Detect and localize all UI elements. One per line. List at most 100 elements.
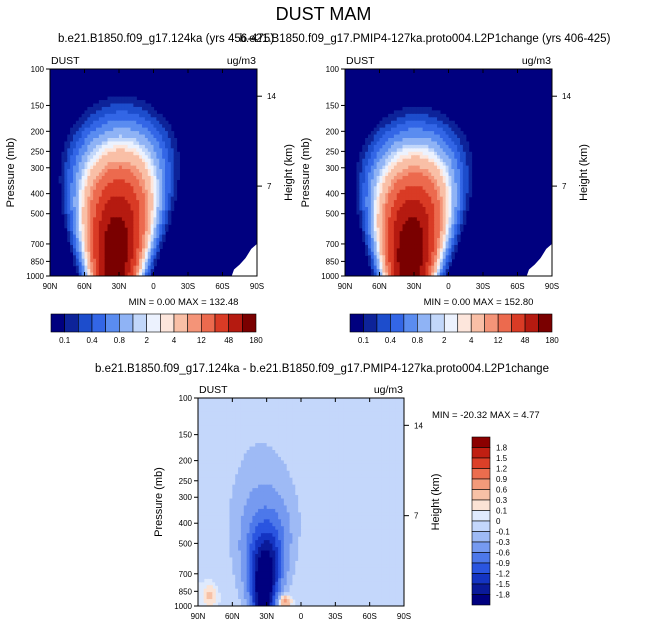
field-cell — [398, 443, 402, 448]
field-cell — [402, 138, 406, 143]
field-cell — [238, 456, 242, 461]
field-cell — [73, 248, 77, 253]
field-cell — [379, 175, 383, 180]
field-cell — [269, 408, 273, 413]
field-cell — [84, 117, 88, 122]
field-cell — [64, 158, 68, 163]
field-cell — [437, 131, 441, 136]
field-cell — [101, 251, 106, 256]
field-cell — [368, 227, 372, 232]
field-cell — [269, 443, 273, 448]
field-cell — [153, 169, 157, 174]
field-cell — [101, 217, 106, 222]
field-cell — [200, 460, 205, 465]
field-cell — [434, 193, 438, 198]
field-cell — [448, 138, 452, 143]
field-cell — [249, 439, 253, 444]
field-cell — [220, 422, 225, 427]
field-cell — [439, 251, 444, 256]
field-cell — [386, 456, 391, 461]
field-cell — [372, 398, 376, 403]
field-cell — [405, 117, 409, 122]
field-cell — [448, 127, 452, 132]
field-cell — [136, 172, 140, 177]
field-cell — [414, 110, 418, 115]
field-cell — [64, 203, 68, 208]
field-cell — [93, 248, 97, 253]
field-cell — [121, 269, 126, 274]
field-cell — [428, 186, 432, 191]
field-cell — [419, 248, 424, 253]
field-cell — [414, 217, 418, 222]
field-cell — [104, 172, 109, 177]
field-cell — [385, 151, 389, 156]
field-cell — [104, 227, 109, 232]
field-cell — [411, 151, 415, 156]
field-cell — [434, 210, 438, 215]
field-cell — [379, 141, 383, 146]
field-cell — [119, 224, 123, 229]
field-cell — [315, 411, 319, 416]
field-cell — [405, 179, 409, 184]
field-cell — [434, 227, 438, 232]
field-cell — [96, 175, 100, 180]
field-cell — [127, 213, 132, 218]
field-cell — [159, 186, 163, 191]
field-cell — [220, 446, 225, 451]
field-cell — [116, 251, 120, 256]
field-cell — [73, 138, 77, 143]
field-cell — [462, 144, 467, 149]
field-cell — [419, 241, 424, 246]
field-cell — [124, 224, 129, 229]
field-cell — [119, 265, 123, 270]
field-cell — [376, 238, 381, 243]
field-cell — [269, 450, 273, 455]
field-cell — [150, 210, 155, 215]
field-cell — [280, 456, 285, 461]
field-cell — [147, 134, 152, 139]
field-cell — [121, 151, 126, 156]
field-cell — [93, 272, 97, 276]
field-cell — [396, 262, 401, 267]
field-cell — [218, 401, 222, 406]
field-cell — [139, 227, 143, 232]
field-cell — [159, 224, 163, 229]
field-cell — [136, 251, 140, 256]
field-cell — [238, 429, 242, 434]
field-cell — [272, 456, 276, 461]
field-cell — [113, 165, 117, 170]
field-cell — [220, 418, 225, 423]
field-cell — [93, 138, 97, 143]
field-cell — [121, 120, 126, 125]
field-cell — [359, 162, 363, 167]
field-cell — [401, 411, 404, 416]
field-cell — [73, 238, 77, 243]
field-cell — [258, 432, 262, 437]
field-cell — [73, 255, 77, 260]
field-cell — [162, 238, 166, 243]
field-cell — [366, 439, 371, 444]
field-cell — [133, 238, 137, 243]
field-cell — [411, 134, 415, 139]
field-cell — [113, 110, 117, 115]
field-cell — [87, 138, 91, 143]
field-cell — [405, 234, 409, 239]
field-cell — [376, 165, 381, 170]
field-cell — [78, 210, 83, 215]
field-cell — [428, 234, 432, 239]
field-cell — [414, 165, 418, 170]
field-cell — [90, 220, 94, 225]
field-cell — [119, 200, 123, 205]
field-cell — [454, 169, 458, 174]
field-cell — [150, 227, 155, 232]
field-cell — [142, 210, 146, 215]
field-cell — [332, 415, 336, 420]
field-cell — [451, 124, 455, 129]
field-cell — [381, 418, 385, 423]
field-cell — [176, 175, 180, 180]
field-cell — [402, 200, 406, 205]
field-cell — [445, 148, 450, 153]
field-cell — [332, 443, 336, 448]
field-cell — [399, 196, 404, 201]
field-cell — [391, 138, 395, 143]
